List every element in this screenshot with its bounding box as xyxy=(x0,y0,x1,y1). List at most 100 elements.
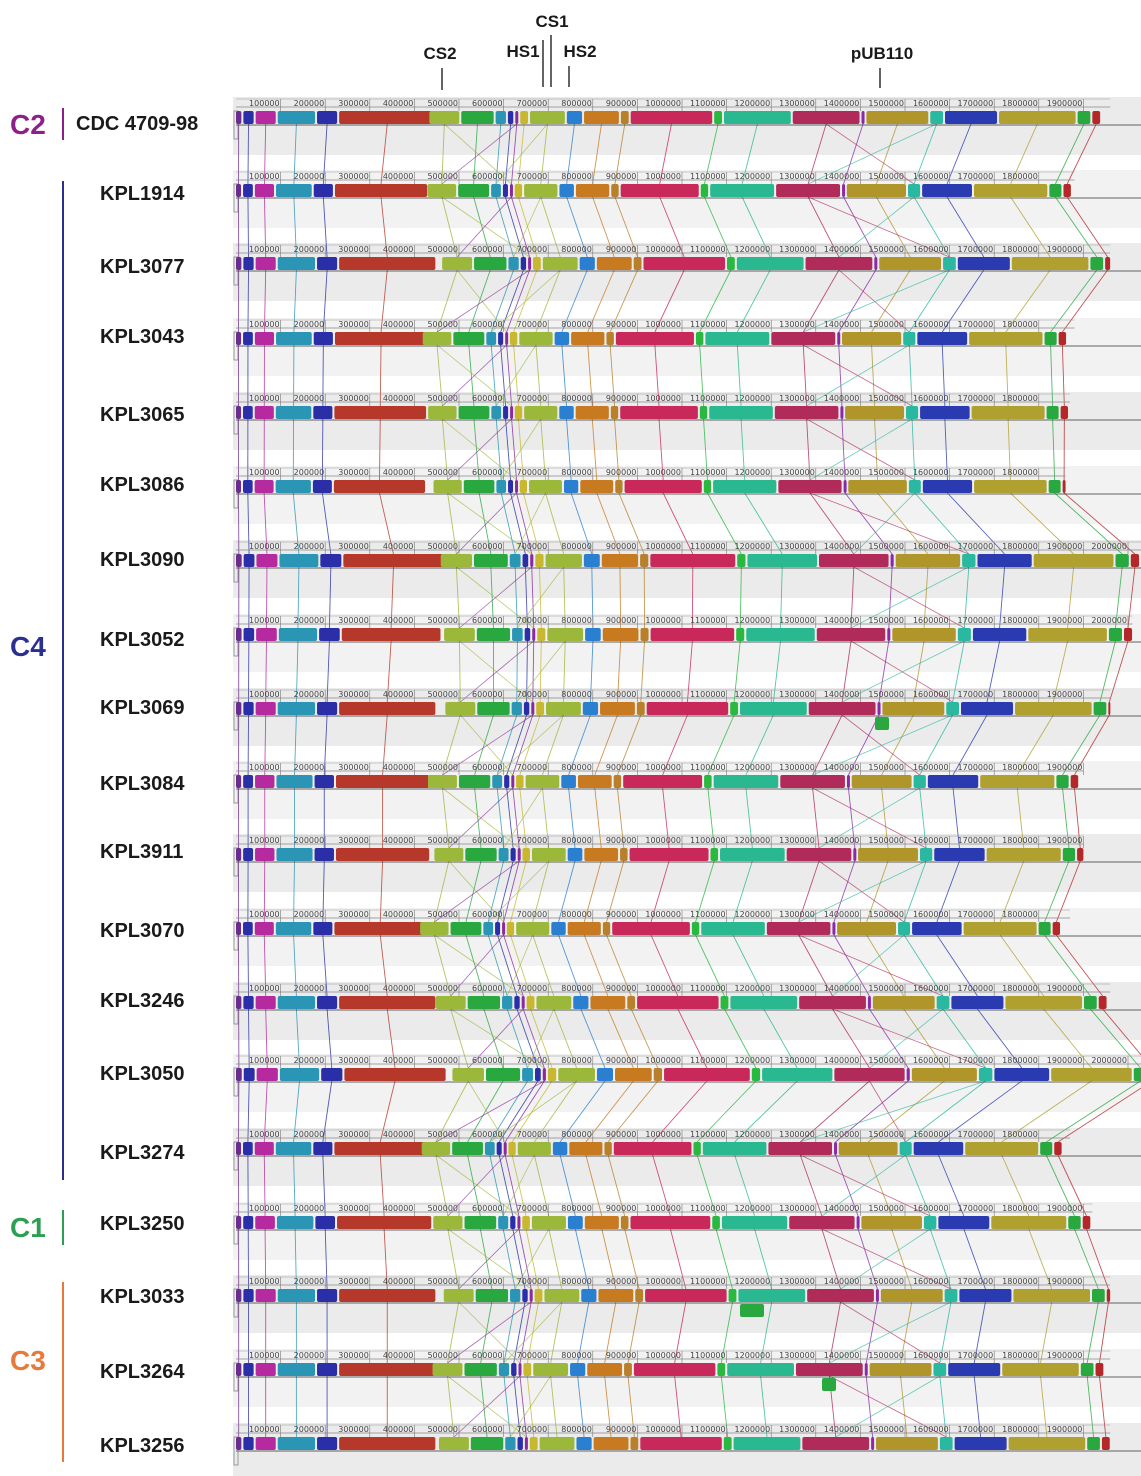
synteny-block xyxy=(1082,1216,1091,1229)
tick-label: 300000 xyxy=(338,1425,369,1434)
marker-label-cs1: CS1 xyxy=(535,12,568,31)
synteny-block xyxy=(720,996,729,1009)
synteny-block xyxy=(808,702,876,715)
homology-link xyxy=(519,1375,527,1438)
synteny-block xyxy=(1090,257,1104,270)
homology-link xyxy=(1057,1154,1087,1217)
synteny-block xyxy=(861,1216,922,1229)
synteny-block xyxy=(1054,1142,1062,1155)
synteny-block xyxy=(936,996,950,1009)
homology-link xyxy=(562,640,566,703)
homology-link xyxy=(293,860,295,923)
tick-label: 800000 xyxy=(561,1425,592,1434)
rearrangement-link xyxy=(453,1375,521,1438)
tick-label: 300000 xyxy=(338,394,369,403)
rearrangement-link xyxy=(458,1228,520,1290)
tick-label: 2000000 xyxy=(1091,542,1127,551)
tick-label: 1100000 xyxy=(690,99,726,108)
synteny-block xyxy=(508,1142,516,1155)
synteny-block xyxy=(533,1363,569,1376)
synteny-block xyxy=(664,1068,750,1081)
synteny-block xyxy=(236,922,242,935)
strain-label: KPL3043 xyxy=(100,326,185,348)
tick-label: 1700000 xyxy=(958,320,994,329)
tick-label: 1800000 xyxy=(1002,1130,1038,1139)
homology-link xyxy=(1062,269,1109,333)
homology-link xyxy=(754,1228,773,1290)
tick-label: 1700000 xyxy=(958,1277,994,1286)
synteny-block xyxy=(1038,922,1051,935)
synteny-block xyxy=(602,922,611,935)
cluster-label-c3: C3 xyxy=(10,1345,46,1376)
homology-link xyxy=(459,640,461,703)
synteny-block xyxy=(807,1289,874,1302)
synteny-block xyxy=(1077,111,1091,124)
synteny-block xyxy=(313,922,333,935)
synteny-block xyxy=(243,1216,254,1229)
synteny-block xyxy=(1080,1363,1094,1376)
tick-label: 1300000 xyxy=(779,910,815,919)
tick-label: 500000 xyxy=(427,394,458,403)
synteny-block xyxy=(508,480,514,493)
tick-label: 1200000 xyxy=(735,245,771,254)
synteny-block xyxy=(255,257,276,270)
synteny-block xyxy=(946,702,960,715)
homology-link xyxy=(435,1080,469,1143)
homology-link xyxy=(627,1375,635,1438)
tick-label: 1500000 xyxy=(868,468,904,477)
synteny-block xyxy=(604,1142,612,1155)
tick-label: 700000 xyxy=(517,394,548,403)
tick-label: 1400000 xyxy=(824,542,860,551)
homology-link xyxy=(740,418,746,481)
synteny-block xyxy=(727,1363,794,1376)
tick-label: 700000 xyxy=(517,616,548,625)
tick-label: 1900000 xyxy=(1047,690,1083,699)
synteny-block xyxy=(531,702,535,715)
tick-label: 1500000 xyxy=(868,836,904,845)
synteny-block xyxy=(1049,184,1062,197)
synteny-block xyxy=(700,184,709,197)
tick-label: 100000 xyxy=(249,1277,280,1286)
tick-label: 1800000 xyxy=(1002,1425,1038,1434)
synteny-block xyxy=(313,406,333,419)
homology-link xyxy=(1016,714,1054,776)
homology-link xyxy=(905,1080,986,1143)
tick-label: 1300000 xyxy=(779,1130,815,1139)
tick-label: 1100000 xyxy=(690,1351,726,1360)
synteny-block xyxy=(236,1289,242,1302)
homology-link xyxy=(843,196,877,258)
synteny-block xyxy=(650,628,735,641)
tick-label: 1000000 xyxy=(645,542,681,551)
tick-label: 1400000 xyxy=(824,984,860,993)
tick-label: 700000 xyxy=(517,1425,548,1434)
homology-link xyxy=(498,1154,514,1217)
synteny-block xyxy=(236,1142,242,1155)
synteny-block xyxy=(522,1216,530,1229)
homology-link xyxy=(1044,934,1091,997)
homology-link xyxy=(504,1154,520,1217)
tick-label: 500000 xyxy=(427,836,458,845)
synteny-block xyxy=(566,111,583,124)
homology-link xyxy=(619,566,622,629)
homology-link xyxy=(495,196,515,258)
tick-label: 200000 xyxy=(294,836,325,845)
homology-link xyxy=(559,1154,576,1217)
synteny-block xyxy=(498,1216,509,1229)
tick-label: 800000 xyxy=(561,616,592,625)
synteny-block xyxy=(313,1142,333,1155)
synteny-block xyxy=(452,1068,484,1081)
tick-label: 1300000 xyxy=(779,320,815,329)
synteny-block xyxy=(837,922,897,935)
cluster-label-c4: C4 xyxy=(10,631,46,662)
homology-link xyxy=(479,1228,493,1290)
homology-link xyxy=(869,1008,909,1069)
synteny-block xyxy=(243,1068,255,1081)
tick-label: 100000 xyxy=(249,1204,280,1213)
tick-label: 700000 xyxy=(517,1130,548,1139)
homology-link xyxy=(293,269,297,333)
homology-link xyxy=(247,269,249,333)
synteny-block xyxy=(317,1363,338,1376)
tick-label: 900000 xyxy=(606,1425,637,1434)
rearrangement-link xyxy=(809,418,913,481)
homology-link xyxy=(380,269,388,333)
